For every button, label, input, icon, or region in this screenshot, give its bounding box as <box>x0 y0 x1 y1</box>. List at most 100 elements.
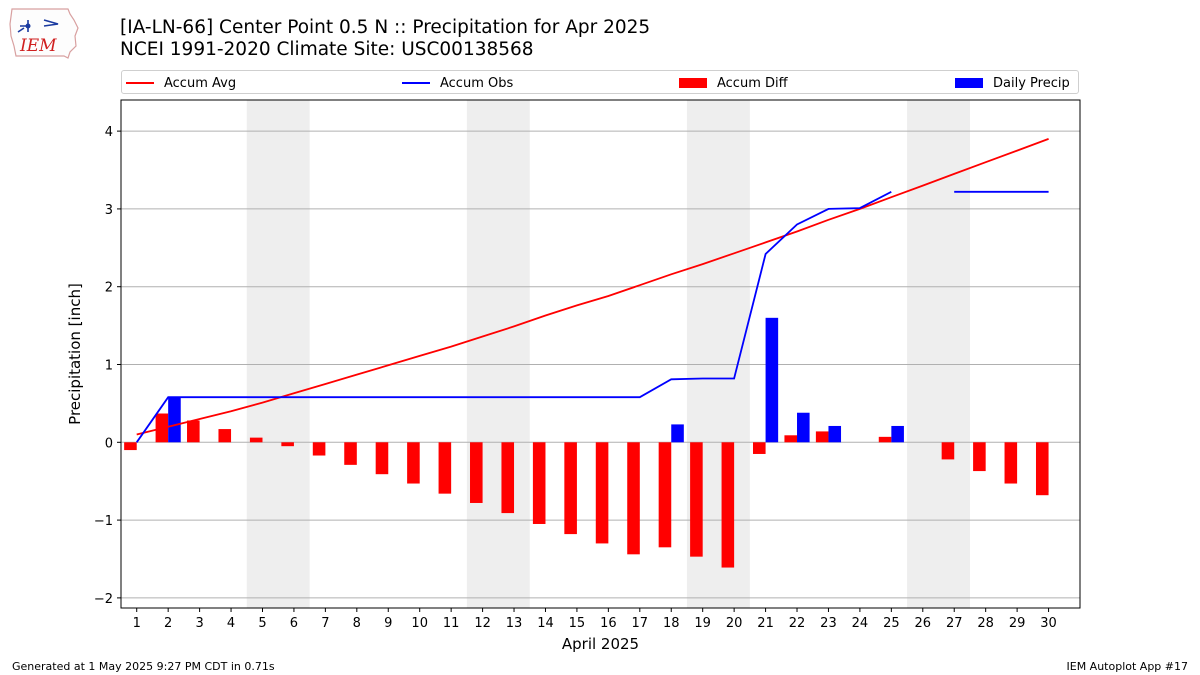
x-tick-label-21: 21 <box>757 616 774 631</box>
x-axis: 1 2 3 4 5 6 7 8 9 10 11 12 13 14 15 16 17 18 19 20 21 22 23 24 2… <box>133 608 1057 631</box>
y-tick-label--1: −1 <box>94 514 113 529</box>
accum-avg-line <box>136 138 1049 436</box>
accum-diff-bar-20 <box>721 442 735 568</box>
x-tick-label-17: 17 <box>632 616 649 631</box>
x-tick-label-22: 22 <box>789 616 806 631</box>
footer-app: IEM Autoplot App #17 <box>1066 660 1189 673</box>
x-tick-label-18: 18 <box>663 616 680 631</box>
accum-diff-bar-5 <box>249 437 263 443</box>
y-tick-label--2: −2 <box>94 592 113 607</box>
daily-precip-bar-25 <box>891 425 904 443</box>
x-tick-label-4: 4 <box>227 616 235 631</box>
x-tick-label-26: 26 <box>915 616 932 631</box>
x-tick-label-14: 14 <box>537 616 554 631</box>
legend-swatch-daily-precip <box>955 78 983 88</box>
accum-diff-bar-6 <box>281 442 294 447</box>
x-tick-label-10: 10 <box>411 616 428 631</box>
logo-text: IEM <box>19 36 57 56</box>
accum-diff-bar-22 <box>784 435 798 443</box>
plot-frame <box>120 99 1081 609</box>
y-tick-label-2: 2 <box>105 281 113 296</box>
legend-swatch-accum-diff <box>679 78 707 88</box>
x-tick-label-13: 13 <box>506 616 523 631</box>
x-tick-label-25: 25 <box>883 616 900 631</box>
accum-diff-bar-9 <box>375 442 389 475</box>
accum-diff-bar-10 <box>407 442 420 484</box>
x-tick-label-6: 6 <box>290 616 298 631</box>
accum-diff-bar-25 <box>878 436 892 443</box>
y-tick-label-1: 1 <box>105 359 113 374</box>
y-tick-label-4: 4 <box>105 125 113 140</box>
x-axis-label: April 2025 <box>562 635 639 653</box>
legend: Accum Avg Accum Obs Accum Diff Daily Pre… <box>121 70 1079 94</box>
iem-logo: IEM <box>9 8 79 59</box>
weekend-band-1 <box>466 100 530 608</box>
legend-item-accum-obs: Accum Obs <box>402 73 513 93</box>
accum-diff-bar-12 <box>470 442 483 503</box>
y-tick-label-3: 3 <box>105 203 113 218</box>
y-axis-label: Precipitation [inch] <box>66 283 84 425</box>
x-tick-label-9: 9 <box>384 616 392 631</box>
x-tick-label-24: 24 <box>852 616 869 631</box>
x-tick-label-29: 29 <box>1009 616 1026 631</box>
series-lines <box>135 138 1049 443</box>
x-tick-label-12: 12 <box>474 616 491 631</box>
legend-swatch-accum-avg <box>126 82 154 84</box>
accum-diff-bar-4 <box>218 429 232 443</box>
x-tick-label-28: 28 <box>977 616 994 631</box>
x-tick-label-7: 7 <box>321 616 329 631</box>
legend-item-accum-avg: Accum Avg <box>126 73 236 93</box>
accum-diff-bar-8 <box>344 442 357 465</box>
weekend-band-3 <box>907 100 970 608</box>
accum-obs-line <box>135 190 1049 443</box>
x-tick-label-20: 20 <box>726 616 743 631</box>
accum-diff-bar-17 <box>627 442 640 555</box>
x-tick-label-11: 11 <box>443 616 460 631</box>
x-tick-label-16: 16 <box>600 616 617 631</box>
accum-diff-bar-18 <box>658 442 672 548</box>
accum-diff-bar-7 <box>312 442 326 456</box>
chart-subtitle: NCEI 1991-2020 Climate Site: USC00138568 <box>120 39 534 60</box>
y-tick-label-0: 0 <box>105 436 113 451</box>
accum-diff-bar-21 <box>752 442 766 454</box>
legend-label-daily-precip: Daily Precip <box>993 75 1070 91</box>
accum-diff-bar-1 <box>124 442 137 451</box>
iowa-outline-icon <box>9 8 79 59</box>
accum-diff-bar-14 <box>532 442 546 524</box>
x-tick-label-8: 8 <box>353 616 361 631</box>
x-tick-label-27: 27 <box>946 616 963 631</box>
legend-label-accum-avg: Accum Avg <box>164 75 237 91</box>
daily-precip-bar-23 <box>828 425 842 443</box>
x-tick-label-15: 15 <box>569 616 586 631</box>
accum-diff-bars <box>124 413 1049 568</box>
x-tick-label-19: 19 <box>694 616 711 631</box>
accum-diff-bar-11 <box>438 442 452 494</box>
legend-item-daily-precip: Daily Precip <box>955 73 1070 93</box>
weekend-bands <box>246 100 970 608</box>
accum-diff-bar-28 <box>973 442 986 472</box>
legend-label-accum-obs: Accum Obs <box>440 75 514 91</box>
accum-diff-bar-27 <box>941 442 955 460</box>
accum-diff-bar-30 <box>1035 442 1049 496</box>
y-axis: −2 −1 0 1 2 3 4 <box>94 125 121 607</box>
daily-precip-bar-2 <box>168 397 181 443</box>
x-tick-label-2: 2 <box>164 616 172 631</box>
legend-swatch-accum-obs <box>402 82 430 84</box>
accum-diff-bar-3 <box>187 420 200 443</box>
legend-label-accum-diff: Accum Diff <box>717 75 788 91</box>
daily-precip-bar-22 <box>797 412 810 443</box>
footer-generated: Generated at 1 May 2025 9:27 PM CDT in 0… <box>12 660 275 673</box>
accum-diff-bar-16 <box>595 442 609 544</box>
x-tick-label-30: 30 <box>1040 616 1057 631</box>
weekend-band-0 <box>246 100 310 608</box>
daily-precip-bar-21 <box>765 317 779 443</box>
accum-diff-bar-23 <box>815 431 829 443</box>
x-tick-label-3: 3 <box>195 616 203 631</box>
chart-title: [IA-LN-66] Center Point 0.5 N :: Precipi… <box>120 17 651 38</box>
accum-diff-bar-13 <box>501 442 515 514</box>
accum-diff-bar-15 <box>564 442 577 535</box>
daily-precip-bars <box>168 317 904 443</box>
accum-diff-bar-29 <box>1004 442 1018 484</box>
accum-diff-bar-19 <box>690 442 703 557</box>
